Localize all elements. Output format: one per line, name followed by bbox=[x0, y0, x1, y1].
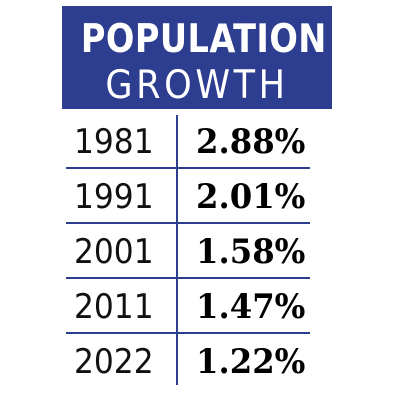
column-divider bbox=[176, 115, 178, 385]
growth-table: 1981 2.88% 1991 2.01% 2001 1.58% 2011 1.47% 2022… bbox=[66, 115, 316, 385]
growth-value-cell: 1.58% bbox=[196, 232, 306, 272]
table-row: 2001 1.58% bbox=[66, 225, 316, 277]
row-divider bbox=[66, 277, 310, 279]
year-cell: 1981 bbox=[74, 122, 154, 162]
growth-value-cell: 1.47% bbox=[196, 287, 306, 327]
growth-value-cell: 2.88% bbox=[196, 122, 306, 162]
table-row: 2022 1.22% bbox=[66, 335, 316, 387]
growth-value-cell: 2.01% bbox=[196, 177, 306, 217]
table-row: 2011 1.47% bbox=[66, 280, 316, 332]
table-row: 1991 2.01% bbox=[66, 170, 316, 222]
year-cell: 2001 bbox=[74, 232, 154, 272]
growth-value-cell: 1.22% bbox=[196, 342, 306, 382]
year-cell: 2022 bbox=[74, 342, 154, 382]
row-divider bbox=[66, 167, 310, 169]
row-divider bbox=[66, 222, 310, 224]
year-cell: 1991 bbox=[74, 177, 154, 217]
table-row: 1981 2.88% bbox=[66, 115, 316, 167]
year-cell: 2011 bbox=[74, 287, 154, 327]
row-divider bbox=[66, 332, 310, 334]
title-line-1: POPULATION bbox=[80, 17, 327, 62]
title-banner: POPULATION GROWTH bbox=[62, 6, 332, 109]
title-line-2: GROWTH bbox=[105, 63, 289, 108]
